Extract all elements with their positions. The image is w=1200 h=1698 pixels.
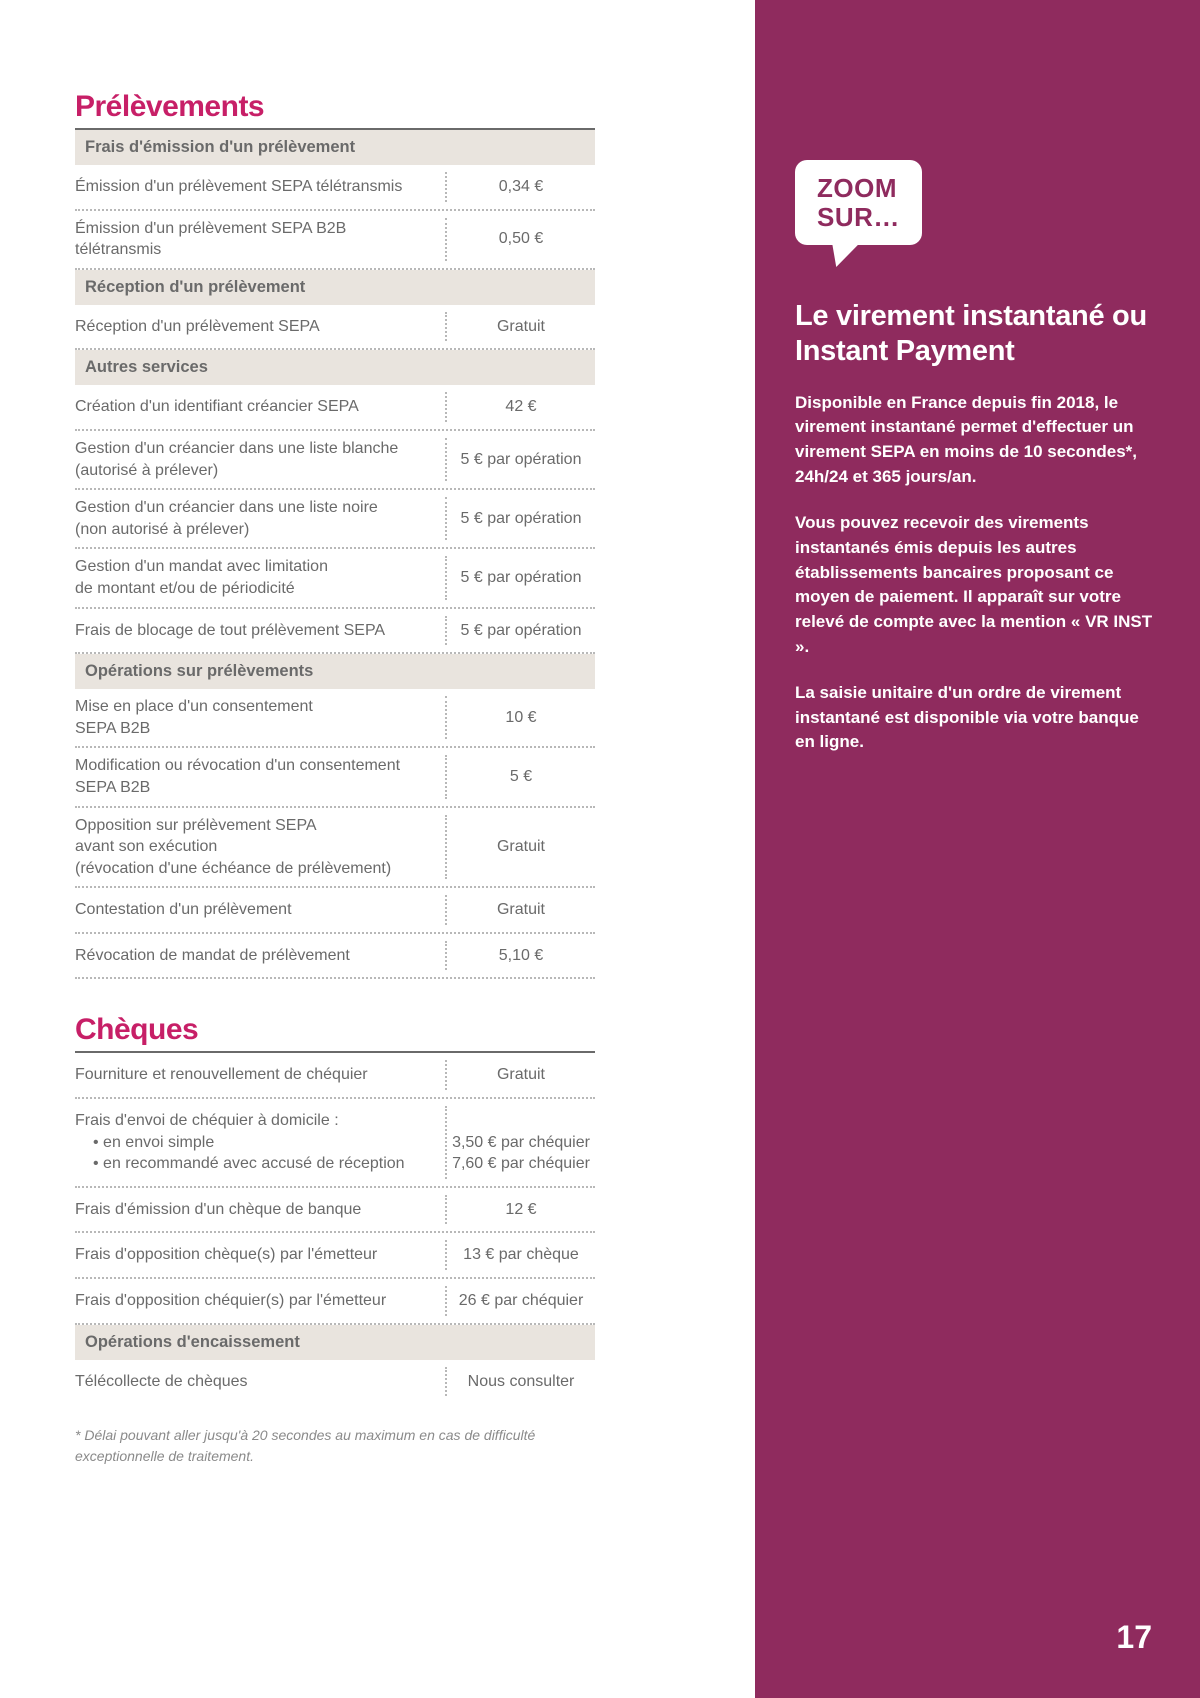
row-label: Frais d'envoi de chéquier à domicile : •… — [75, 1110, 445, 1175]
sidebar: ZOOMSUR… Le virement instantané ou Insta… — [755, 0, 1200, 1698]
main-column: Prélèvements Frais d'émission d'un prélè… — [75, 90, 595, 1466]
row-value: 12 € — [445, 1195, 595, 1225]
price-row: Gestion d'un mandat avec limitationde mo… — [75, 549, 595, 608]
row-label: Frais de blocage de tout prélèvement SEP… — [75, 620, 445, 642]
section-title-prelevements: Prélèvements — [75, 90, 595, 124]
row-label: Fourniture et renouvellement de chéquier — [75, 1064, 445, 1086]
price-row: Frais d'émission d'un chèque de banque 1… — [75, 1188, 595, 1234]
price-row: Création d'un identifiant créancier SEPA… — [75, 385, 595, 431]
row-label: Émission d'un prélèvement SEPA télétrans… — [75, 176, 445, 198]
price-row: Contestation d'un prélèvement Gratuit — [75, 888, 595, 934]
row-value: 42 € — [445, 392, 595, 422]
row-value: 3,50 € par chéquier7,60 € par chéquier — [445, 1106, 595, 1179]
row-value: 5 € par opération — [445, 497, 595, 540]
sidebar-paragraph: Disponible en France depuis fin 2018, le… — [795, 391, 1155, 490]
subheading: Opérations d'encaissement — [75, 1325, 595, 1360]
row-value: 5 € par opération — [445, 616, 595, 646]
price-row: Frais d'envoi de chéquier à domicile : •… — [75, 1099, 595, 1188]
footnote: * Délai pouvant aller jusqu'à 20 seconde… — [75, 1425, 575, 1466]
row-label: Réception d'un prélèvement SEPA — [75, 316, 445, 338]
row-value: 13 € par chèque — [445, 1240, 595, 1270]
row-label: Modification ou révocation d'un consente… — [75, 755, 445, 798]
row-label: Émission d'un prélèvement SEPA B2B télét… — [75, 218, 445, 261]
row-value: 5 € — [445, 755, 595, 798]
row-value: Gratuit — [445, 312, 595, 342]
row-label: Frais d'opposition chèque(s) par l'émett… — [75, 1244, 445, 1266]
row-label: Contestation d'un prélèvement — [75, 899, 445, 921]
row-value: 5 € par opération — [445, 438, 595, 481]
price-row: Fourniture et renouvellement de chéquier… — [75, 1053, 595, 1099]
subheading: Frais d'émission d'un prélèvement — [75, 130, 595, 165]
table-prelevements: Frais d'émission d'un prélèvement Émissi… — [75, 128, 595, 979]
row-label: Mise en place d'un consentementSEPA B2B — [75, 696, 445, 739]
price-row: Frais d'opposition chéquier(s) par l'éme… — [75, 1279, 595, 1325]
row-label: Création d'un identifiant créancier SEPA — [75, 396, 445, 418]
section-title-cheques: Chèques — [75, 1013, 595, 1047]
row-value: 26 € par chéquier — [445, 1286, 595, 1316]
price-row: Télécollecte de chèques Nous consulter — [75, 1360, 595, 1404]
price-row: Révocation de mandat de prélèvement 5,10… — [75, 934, 595, 980]
price-row: Frais de blocage de tout prélèvement SEP… — [75, 609, 595, 655]
row-label: Opposition sur prélèvement SEPAavant son… — [75, 815, 445, 880]
row-value: 5,10 € — [445, 941, 595, 971]
row-value: Gratuit — [445, 815, 595, 880]
row-value: 0,50 € — [445, 218, 595, 261]
subheading: Réception d'un prélèvement — [75, 270, 595, 305]
price-row: Émission d'un prélèvement SEPA télétrans… — [75, 165, 595, 211]
page-number: 17 — [1116, 1619, 1152, 1656]
sidebar-title: Le virement instantané ou Instant Paymen… — [795, 299, 1155, 369]
row-label: Frais d'opposition chéquier(s) par l'éme… — [75, 1290, 445, 1312]
price-row: Modification ou révocation d'un consente… — [75, 748, 595, 807]
row-value: 10 € — [445, 696, 595, 739]
price-row: Opposition sur prélèvement SEPAavant son… — [75, 808, 595, 889]
row-label: Gestion d'un mandat avec limitationde mo… — [75, 556, 445, 599]
price-row: Gestion d'un créancier dans une liste bl… — [75, 431, 595, 490]
table-cheques: Fourniture et renouvellement de chéquier… — [75, 1051, 595, 1403]
price-row: Réception d'un prélèvement SEPA Gratuit — [75, 305, 595, 351]
row-value: 5 € par opération — [445, 556, 595, 599]
subheading: Autres services — [75, 350, 595, 385]
price-row: Mise en place d'un consentementSEPA B2B … — [75, 689, 595, 748]
row-value: Gratuit — [445, 1060, 595, 1090]
price-row: Frais d'opposition chèque(s) par l'émett… — [75, 1233, 595, 1279]
row-label: Révocation de mandat de prélèvement — [75, 945, 445, 967]
row-label: Frais d'émission d'un chèque de banque — [75, 1199, 445, 1221]
price-row: Gestion d'un créancier dans une liste no… — [75, 490, 595, 549]
sidebar-paragraph: Vous pouvez recevoir des virements insta… — [795, 511, 1155, 659]
row-value: Gratuit — [445, 895, 595, 925]
row-label: Télécollecte de chèques — [75, 1371, 445, 1393]
sidebar-paragraph: La saisie unitaire d'un ordre de viremen… — [795, 681, 1155, 755]
row-value: 0,34 € — [445, 172, 595, 202]
subheading: Opérations sur prélèvements — [75, 654, 595, 689]
row-label: Gestion d'un créancier dans une liste no… — [75, 497, 445, 540]
price-row: Émission d'un prélèvement SEPA B2B télét… — [75, 211, 595, 270]
speech-bubble: ZOOMSUR… — [795, 160, 922, 245]
row-value: Nous consulter — [445, 1367, 595, 1397]
row-label: Gestion d'un créancier dans une liste bl… — [75, 438, 445, 481]
